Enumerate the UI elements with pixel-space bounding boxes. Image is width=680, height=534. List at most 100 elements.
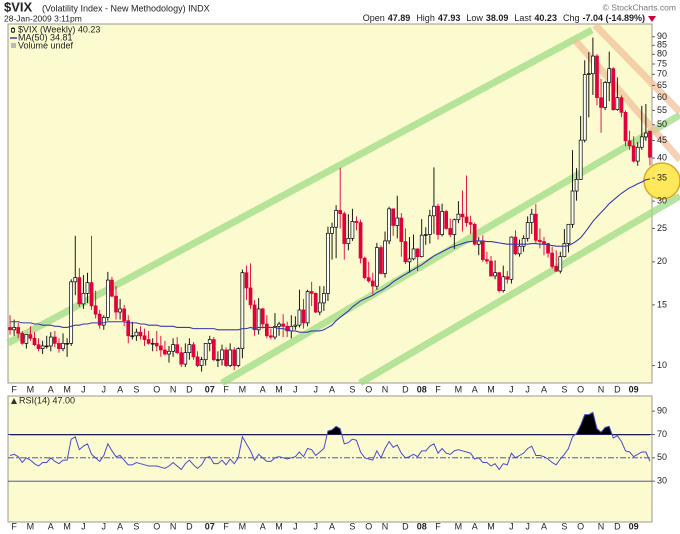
candle-body [566, 223, 571, 244]
y-tick-label: 70 [657, 69, 667, 79]
candle-body [497, 272, 502, 291]
candle-body [260, 308, 265, 325]
x-tick-label: D [186, 521, 193, 531]
y-tick-label: 60 [657, 92, 667, 102]
y-tick-label: 30 [657, 196, 667, 206]
candle-body [423, 234, 428, 236]
candle-body [16, 327, 21, 334]
watermark: © StockCharts.com [603, 2, 676, 12]
x-tick-label: D [402, 384, 409, 394]
x-tick-label: A [48, 384, 54, 394]
candle-body [623, 112, 628, 142]
x-tick-label: M [455, 384, 463, 394]
candle-body [273, 325, 277, 338]
trend-channels [6, 22, 680, 387]
candle-body [472, 223, 477, 245]
symbol: $VIX [4, 0, 33, 14]
x-tick-label: D [614, 521, 621, 531]
x-tick-label: F [11, 384, 17, 394]
candle-body [383, 240, 387, 274]
candle-body [460, 213, 465, 218]
candle-body [639, 136, 644, 148]
x-tick-label: J [102, 384, 107, 394]
candle-body [199, 359, 204, 366]
candle-body [411, 248, 416, 260]
candle-body [521, 237, 526, 247]
y-tick-label: 70 [657, 429, 667, 439]
candle-body [240, 272, 245, 349]
candle-body [77, 277, 82, 305]
candle-body [61, 342, 65, 349]
x-tick-label: F [435, 384, 441, 394]
x-tick-label: 08 [417, 384, 427, 394]
quote-value: 40.23 [534, 13, 557, 23]
candle-body [525, 222, 530, 239]
candle-body [542, 241, 546, 244]
candles [8, 37, 652, 372]
candle-body [611, 68, 616, 110]
candle-body [183, 352, 188, 365]
candle-body [554, 266, 559, 272]
candle-body [313, 293, 318, 313]
x-tick-label: F [223, 384, 229, 394]
x-tick-label: S [349, 521, 355, 531]
x-tick-label: 08 [417, 521, 427, 531]
candle-body [558, 256, 563, 272]
candle-body [635, 146, 640, 162]
price-panel [7, 23, 653, 384]
candle-body [338, 210, 343, 214]
x-tick-label: J [525, 521, 530, 531]
x-tick-label: A [541, 521, 547, 531]
x-tick-label: M [27, 521, 35, 531]
candle-body [468, 222, 473, 225]
y-tick-label: 80 [657, 49, 667, 59]
x-tick-label: N [598, 521, 605, 531]
candle-body [269, 335, 273, 338]
x-tick-label: O [577, 521, 584, 531]
date: 28-Jan-2009 3:11pm [4, 13, 82, 23]
candle-body [591, 55, 595, 75]
candle-body [403, 241, 408, 263]
downtrend-upper [592, 22, 680, 115]
candle-body [114, 295, 118, 313]
candle-body [615, 97, 620, 110]
candle-body [126, 320, 131, 337]
candle-body [480, 240, 485, 260]
y-tick-label: 30 [657, 476, 667, 486]
candle-body [501, 276, 506, 291]
x-tick-label: D [614, 384, 621, 394]
candle-body [428, 215, 432, 235]
quote-label: Last [514, 13, 532, 23]
x-tick-label: J [102, 521, 107, 531]
candle-body [244, 272, 249, 289]
x-tick-label: M [487, 384, 495, 394]
x-tick-label: A [541, 384, 547, 394]
x-tick-label: 07 [205, 521, 215, 531]
candle-body [375, 247, 379, 287]
candle-body [509, 236, 514, 280]
x-tick-label: 09 [629, 521, 639, 531]
candle-body [53, 336, 57, 344]
candle-body [179, 352, 184, 365]
candle-body [8, 327, 12, 331]
candle-body [122, 308, 127, 321]
x-tick-label: A [472, 521, 478, 531]
x-tick-label: D [402, 521, 409, 531]
quote-label: High [416, 13, 435, 23]
x-tick-label: A [329, 521, 335, 531]
candle-body [44, 345, 49, 348]
candle-body [436, 205, 440, 235]
candle-body [167, 350, 171, 355]
legend-volume: Volume undef [18, 40, 74, 50]
candle-body [578, 139, 583, 180]
candle-body [293, 324, 298, 327]
candle-body [224, 349, 228, 366]
candle-body [533, 213, 538, 241]
candle-body [415, 248, 420, 258]
y-tick-label: 35 [657, 172, 667, 182]
candle-body [297, 309, 302, 326]
y-tick-label: 85 [657, 40, 667, 50]
symbol-name: (Volatility Index - New Methodology) IND… [42, 3, 210, 13]
